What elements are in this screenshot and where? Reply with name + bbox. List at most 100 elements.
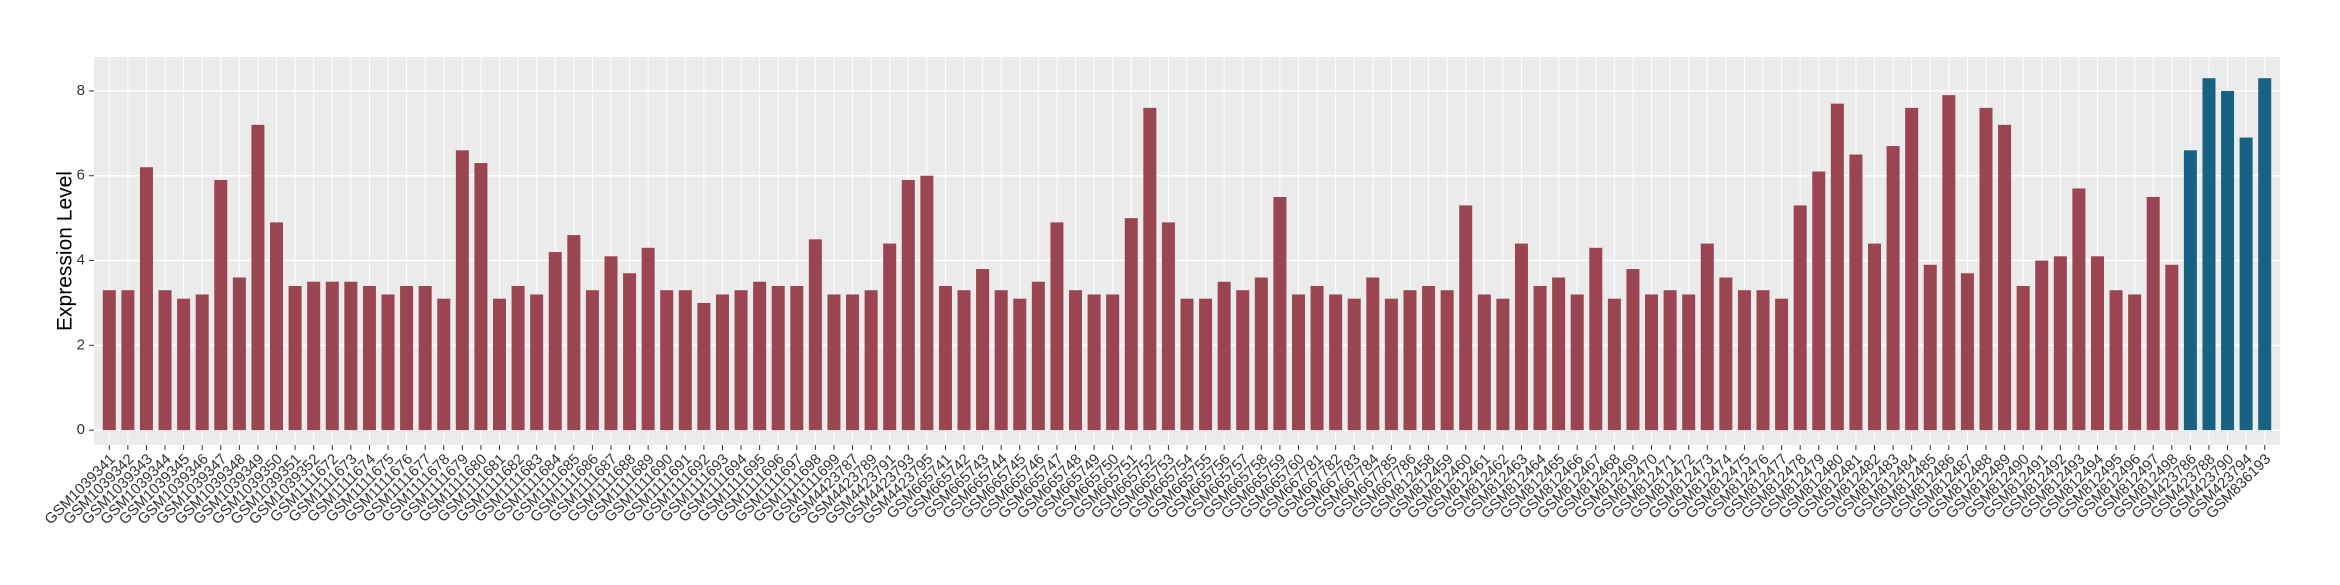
bar (883, 243, 897, 431)
bar (2221, 90, 2235, 431)
bar (2072, 188, 2086, 431)
bar (2146, 196, 2160, 431)
bar (195, 294, 209, 431)
bar (567, 235, 581, 431)
bar (1366, 277, 1380, 431)
bar (1459, 205, 1473, 431)
bar (325, 281, 339, 431)
bar (1942, 95, 1956, 431)
bar (771, 285, 785, 431)
bar (1830, 103, 1844, 431)
bar (1886, 146, 1900, 431)
bar (288, 285, 302, 431)
bar (1217, 281, 1231, 431)
bar (604, 256, 618, 431)
y-tick-label: 6 (77, 167, 85, 184)
bar (1124, 218, 1138, 431)
bar (1069, 290, 1083, 431)
bar (753, 281, 767, 431)
bar (1700, 243, 1714, 431)
bar (1496, 298, 1510, 431)
bar (1812, 171, 1826, 431)
bar (938, 285, 952, 431)
bar (1626, 269, 1640, 431)
bar (102, 290, 116, 431)
bar (641, 247, 655, 431)
bar (2165, 264, 2179, 431)
bar (2035, 260, 2049, 431)
bar (1756, 290, 1770, 431)
bar (474, 163, 488, 431)
bar (1682, 294, 1696, 431)
bar (623, 273, 637, 431)
bar (1013, 298, 1027, 431)
bar (1775, 298, 1789, 431)
y-tick-label: 8 (77, 82, 85, 99)
bar (158, 290, 172, 431)
bar (1143, 107, 1157, 431)
bar (1849, 154, 1863, 431)
bar (976, 269, 990, 431)
bar (585, 290, 599, 431)
bar (2202, 78, 2216, 431)
bar (2109, 290, 2123, 431)
bar (232, 277, 246, 431)
bar (1310, 285, 1324, 431)
bar (1422, 285, 1436, 431)
bar (307, 281, 321, 431)
y-tick-label: 0 (77, 421, 85, 438)
bar (121, 290, 135, 431)
bar (827, 294, 841, 431)
bar (2128, 294, 2142, 431)
bar (1254, 277, 1268, 431)
bar (437, 298, 451, 431)
bar (790, 285, 804, 431)
bar (1533, 285, 1547, 431)
bar (2239, 137, 2253, 431)
bar (400, 285, 414, 431)
bar (344, 281, 358, 431)
bar (177, 298, 191, 431)
y-tick-label: 2 (77, 336, 85, 353)
bar (1087, 294, 1101, 431)
bar (1793, 205, 1807, 431)
bar (1106, 294, 1120, 431)
bar (2258, 78, 2272, 431)
bar (1199, 298, 1213, 431)
bar (1161, 222, 1175, 431)
bar (2090, 256, 2104, 431)
bar (1979, 107, 1993, 431)
bar (808, 239, 822, 431)
bar (1960, 273, 1974, 431)
bar (1236, 290, 1250, 431)
bar (2016, 285, 2030, 431)
bar (1905, 107, 1919, 431)
bar (697, 302, 711, 431)
bar (1719, 277, 1733, 431)
bar (901, 179, 915, 431)
bar (1440, 290, 1454, 431)
bar (139, 167, 153, 431)
bar (660, 290, 674, 431)
y-tick-label: 4 (77, 252, 85, 269)
bar (1384, 298, 1398, 431)
bar (1868, 243, 1882, 431)
bar (418, 285, 432, 431)
bar (1273, 196, 1287, 431)
bar (1050, 222, 1064, 431)
bar (1663, 290, 1677, 431)
bar (994, 290, 1008, 431)
bar (214, 179, 228, 431)
bar (251, 124, 265, 431)
bar (1552, 277, 1566, 431)
bar (1607, 298, 1621, 431)
bar (957, 290, 971, 431)
bar (270, 222, 284, 431)
bar (864, 290, 878, 431)
bar (1403, 290, 1417, 431)
bar (1923, 264, 1937, 431)
bar (1031, 281, 1045, 431)
bar (530, 294, 544, 431)
bar (1645, 294, 1659, 431)
